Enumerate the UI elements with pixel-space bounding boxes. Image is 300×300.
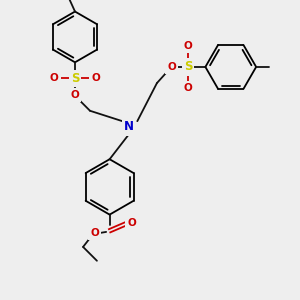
Text: S: S [71, 72, 79, 85]
Text: O: O [90, 228, 99, 238]
Text: S: S [184, 60, 192, 74]
Text: O: O [92, 74, 100, 83]
Text: O: O [50, 74, 58, 83]
Text: O: O [70, 90, 80, 100]
Text: O: O [127, 218, 136, 228]
Text: O: O [184, 41, 193, 51]
Text: N: N [124, 120, 134, 134]
Text: O: O [184, 83, 193, 93]
Text: O: O [167, 62, 176, 72]
